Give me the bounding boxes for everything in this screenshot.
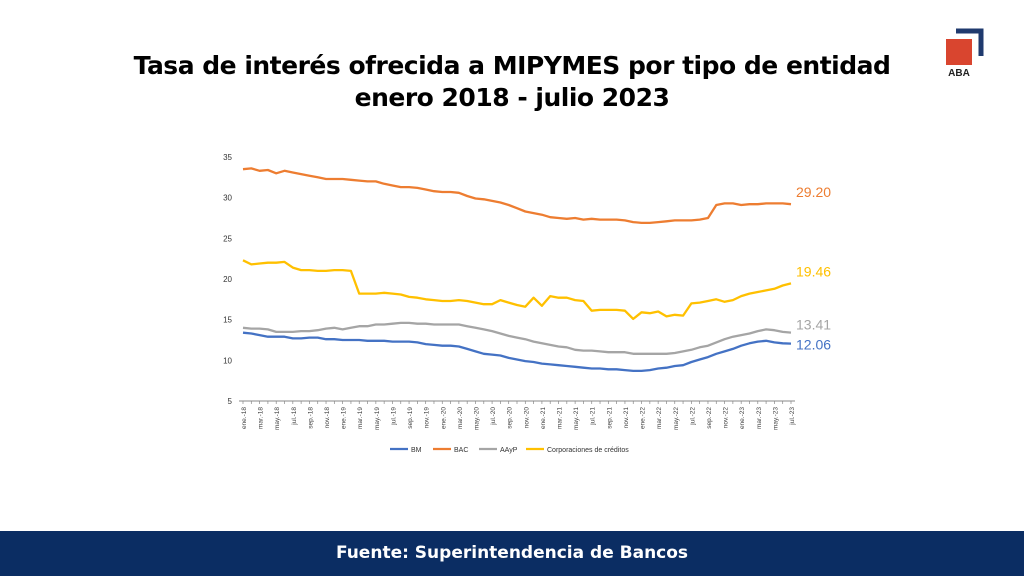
x-tick-label: mar.-21 bbox=[557, 407, 564, 429]
x-tick-label: may.-18 bbox=[274, 407, 281, 430]
end-value-label: 13.41 bbox=[796, 317, 831, 333]
x-tick-label: ene.-22 bbox=[640, 407, 647, 429]
x-tick-label: nov.-20 bbox=[523, 407, 530, 429]
x-tick-label: may.-22 bbox=[673, 407, 680, 430]
end-value-label: 12.06 bbox=[796, 337, 831, 353]
y-tick-label: 10 bbox=[223, 356, 232, 365]
y-tick-label: 35 bbox=[223, 153, 232, 162]
y-tick-label: 30 bbox=[223, 194, 232, 203]
series-line-aayp bbox=[242, 321, 792, 355]
x-tick-label: mar.-18 bbox=[258, 407, 265, 429]
end-value-label: 29.20 bbox=[796, 184, 831, 200]
x-tick-label: mar.-22 bbox=[656, 407, 663, 429]
legend-label: BM bbox=[411, 447, 422, 454]
legend-label: AAyP bbox=[500, 447, 518, 454]
x-tick-label: jul.-20 bbox=[490, 407, 497, 426]
chart-title: Tasa de interés ofrecida a MIPYMES por t… bbox=[0, 50, 1024, 114]
x-tick-label: mar.-19 bbox=[357, 407, 364, 429]
y-tick-label: 5 bbox=[228, 397, 233, 406]
svg-text:ABA: ABA bbox=[948, 68, 970, 78]
x-tick-label: ene.-20 bbox=[440, 407, 447, 429]
x-tick-label: mar.-23 bbox=[756, 407, 763, 429]
title-line-2: enero 2018 - julio 2023 bbox=[354, 83, 670, 112]
x-tick-label: jul.-18 bbox=[291, 407, 298, 426]
x-tick-label: sep.-22 bbox=[706, 407, 713, 429]
source-footer: Fuente: Superintendencia de Bancos bbox=[0, 531, 1024, 576]
x-tick-label: ene.-21 bbox=[540, 407, 547, 429]
y-tick-label: 15 bbox=[223, 316, 232, 325]
x-tick-label: mar.-20 bbox=[457, 407, 464, 429]
x-tick-label: jul.-21 bbox=[590, 407, 597, 426]
x-tick-label: nov.-18 bbox=[324, 407, 331, 429]
legend-label: BAC bbox=[454, 447, 468, 454]
aba-logo: ABA bbox=[944, 28, 984, 79]
x-tick-label: may.-19 bbox=[374, 407, 381, 430]
x-tick-label: ene.-18 bbox=[241, 407, 248, 429]
x-tick-label: jul.-23 bbox=[789, 407, 796, 426]
y-tick-label: 25 bbox=[223, 234, 232, 243]
end-value-label: 19.46 bbox=[796, 263, 831, 279]
x-tick-label: sep.-19 bbox=[407, 407, 414, 429]
x-tick-label: may.-23 bbox=[772, 407, 779, 430]
x-tick-label: may.-21 bbox=[573, 407, 580, 430]
series-line-corporaciones-de-créditos bbox=[242, 259, 792, 321]
legend-label: Corporaciones de créditos bbox=[547, 447, 629, 454]
y-tick-label: 20 bbox=[223, 275, 232, 284]
x-tick-label: nov.-22 bbox=[723, 407, 730, 429]
x-tick-label: ene.-19 bbox=[341, 407, 348, 429]
x-tick-label: sep.-21 bbox=[606, 407, 613, 429]
x-tick-label: may.-20 bbox=[473, 407, 480, 430]
x-tick-label: jul.-22 bbox=[689, 407, 696, 426]
line-chart: 5 10 15 20 25 30 35 ene.-18 mar.-18 may.-18 jul.-1… bbox=[223, 153, 831, 454]
x-tick-label: jul.-19 bbox=[390, 407, 397, 426]
x-tick-label: sep.-18 bbox=[307, 407, 314, 429]
title-line-1: Tasa de interés ofrecida a MIPYMES por t… bbox=[133, 51, 891, 80]
x-tick-label: nov.-21 bbox=[623, 407, 630, 429]
x-tick-label: ene.-23 bbox=[739, 407, 746, 429]
x-tick-label: sep.-20 bbox=[507, 407, 514, 429]
series-line-bm bbox=[242, 331, 792, 373]
series-line-bac bbox=[242, 167, 792, 225]
x-tick-label: nov.-19 bbox=[424, 407, 431, 429]
